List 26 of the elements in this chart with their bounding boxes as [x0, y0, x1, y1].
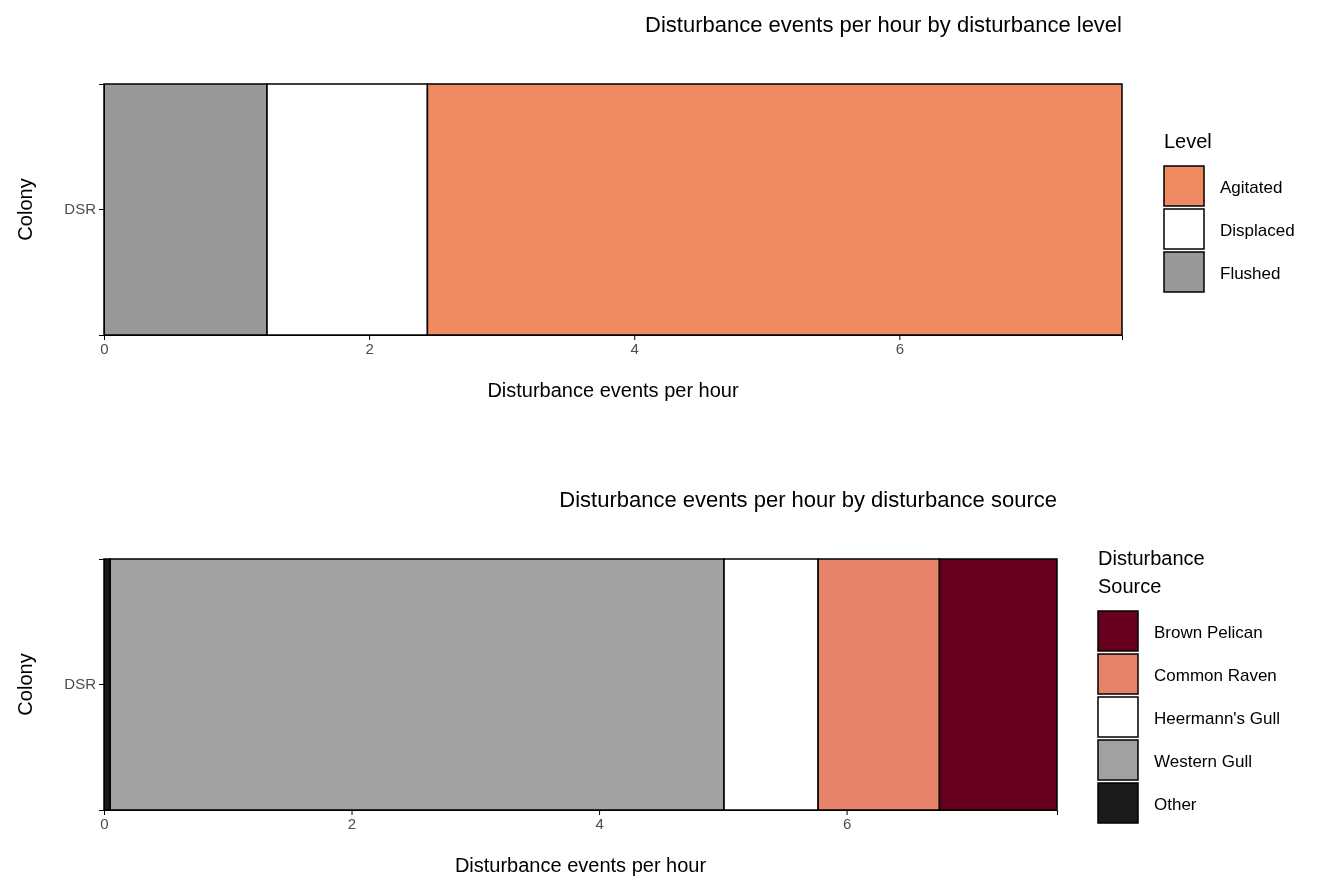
legend-label: Flushed: [1220, 264, 1281, 283]
legend-label: Other: [1154, 795, 1197, 814]
x-axis-title: Disturbance events per hour: [487, 379, 739, 401]
legend-title: Level: [1164, 130, 1212, 152]
y-tick-label: DSR: [64, 675, 97, 693]
x-tick-label: 2: [347, 814, 357, 832]
y-axis-title: Colony: [14, 653, 36, 716]
y-axis-title: Colony: [14, 178, 36, 241]
legend-label: Common Raven: [1154, 666, 1277, 685]
legend-label: Heermann's Gull: [1154, 709, 1281, 728]
x-tick-label: 4: [595, 814, 604, 832]
x-tick-label: 0: [100, 814, 109, 832]
legend-label: Western Gull: [1154, 752, 1252, 771]
x-tick-label: 6: [842, 814, 852, 832]
chart-title: Disturbance events per hour by disturbance source: [559, 487, 1057, 512]
x-tick-label: 0: [100, 339, 109, 357]
legend-label: Agitated: [1220, 178, 1283, 197]
chart-title: Disturbance events per hour by disturbance level: [645, 12, 1122, 37]
x-tick-label: 6: [895, 339, 904, 357]
y-tick-label: DSR: [64, 200, 97, 218]
legend-title: Disturbance Source: [1098, 547, 1205, 597]
legend-label: Brown Pelican: [1154, 623, 1263, 642]
legend-label: Displaced: [1220, 221, 1295, 240]
x-axis-title: Disturbance events per hour: [454, 854, 707, 876]
x-tick-label: 4: [630, 339, 639, 357]
x-tick-label: 2: [365, 339, 374, 357]
